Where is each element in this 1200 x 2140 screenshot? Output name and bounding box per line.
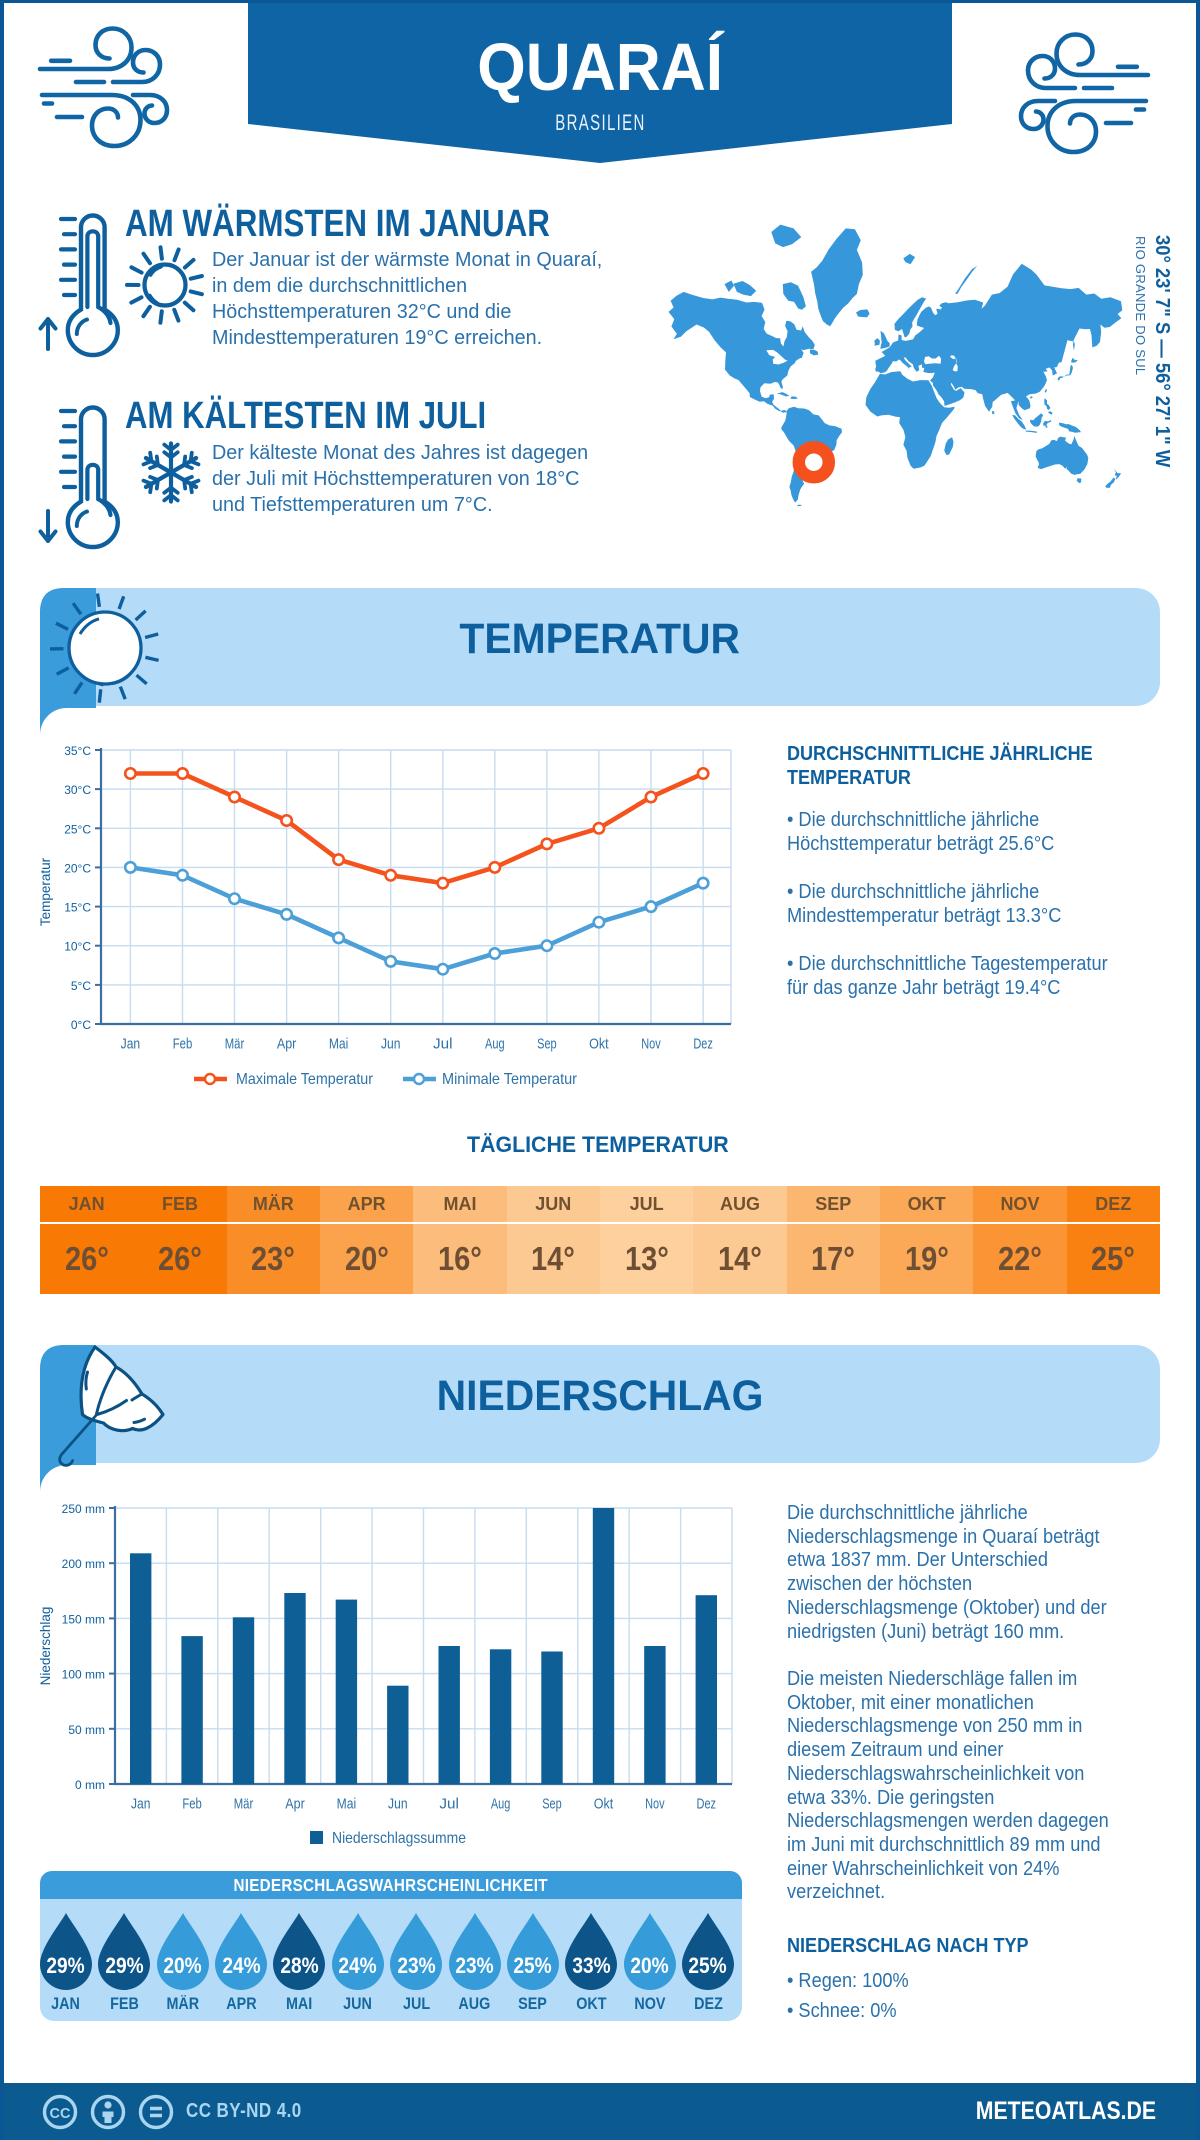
svg-text:5°C: 5°C bbox=[71, 979, 91, 993]
svg-text:Feb: Feb bbox=[173, 1036, 193, 1053]
svg-text:Maximale Temperatur: Maximale Temperatur bbox=[236, 1071, 374, 1088]
svg-text:Aug: Aug bbox=[491, 1796, 511, 1813]
svg-text:15°C: 15°C bbox=[64, 901, 91, 915]
svg-text:Apr: Apr bbox=[277, 1036, 297, 1053]
svg-text:Niederschlag: Niederschlag bbox=[40, 1607, 53, 1686]
svg-text:Mai: Mai bbox=[329, 1036, 349, 1053]
svg-text:25°C: 25°C bbox=[64, 822, 91, 836]
svg-text:Apr: Apr bbox=[285, 1796, 305, 1813]
svg-text:Jun: Jun bbox=[388, 1796, 408, 1813]
svg-text:CC: CC bbox=[50, 2106, 71, 2122]
svg-text:Sep: Sep bbox=[542, 1796, 562, 1813]
svg-text:30°C: 30°C bbox=[64, 783, 91, 797]
svg-text:Nov: Nov bbox=[645, 1796, 665, 1813]
svg-text:200 mm: 200 mm bbox=[62, 1557, 105, 1571]
svg-text:Jun: Jun bbox=[381, 1036, 401, 1053]
svg-text:Feb: Feb bbox=[182, 1796, 202, 1813]
svg-text:Okt: Okt bbox=[589, 1036, 609, 1053]
svg-text:Mär: Mär bbox=[234, 1796, 254, 1813]
svg-text:Dez: Dez bbox=[697, 1796, 717, 1813]
svg-text:0 mm: 0 mm bbox=[75, 1778, 105, 1792]
svg-text:Mär: Mär bbox=[225, 1036, 245, 1053]
svg-text:250 mm: 250 mm bbox=[62, 1502, 105, 1516]
svg-text:Sep: Sep bbox=[537, 1036, 557, 1053]
svg-text:Temperatur: Temperatur bbox=[40, 857, 53, 926]
svg-text:20°C: 20°C bbox=[64, 861, 91, 875]
svg-text:Aug: Aug bbox=[485, 1036, 505, 1053]
svg-text:10°C: 10°C bbox=[64, 940, 91, 954]
svg-text:35°C: 35°C bbox=[64, 744, 91, 758]
svg-text:Jul: Jul bbox=[439, 1796, 459, 1813]
svg-text:50 mm: 50 mm bbox=[68, 1723, 105, 1737]
svg-text:Jan: Jan bbox=[121, 1036, 140, 1053]
svg-text:Jul: Jul bbox=[433, 1036, 453, 1053]
svg-text:0°C: 0°C bbox=[71, 1018, 91, 1032]
svg-text:Jan: Jan bbox=[131, 1796, 151, 1813]
svg-text:Dez: Dez bbox=[693, 1036, 713, 1053]
svg-text:Okt: Okt bbox=[594, 1796, 614, 1813]
svg-text:Niederschlagssumme: Niederschlagssumme bbox=[332, 1830, 466, 1847]
svg-text:Minimale Temperatur: Minimale Temperatur bbox=[442, 1071, 578, 1088]
svg-text:150 mm: 150 mm bbox=[62, 1612, 105, 1626]
svg-text:Mai: Mai bbox=[337, 1796, 357, 1813]
svg-text:Nov: Nov bbox=[641, 1036, 661, 1053]
svg-text:100 mm: 100 mm bbox=[62, 1668, 105, 1682]
